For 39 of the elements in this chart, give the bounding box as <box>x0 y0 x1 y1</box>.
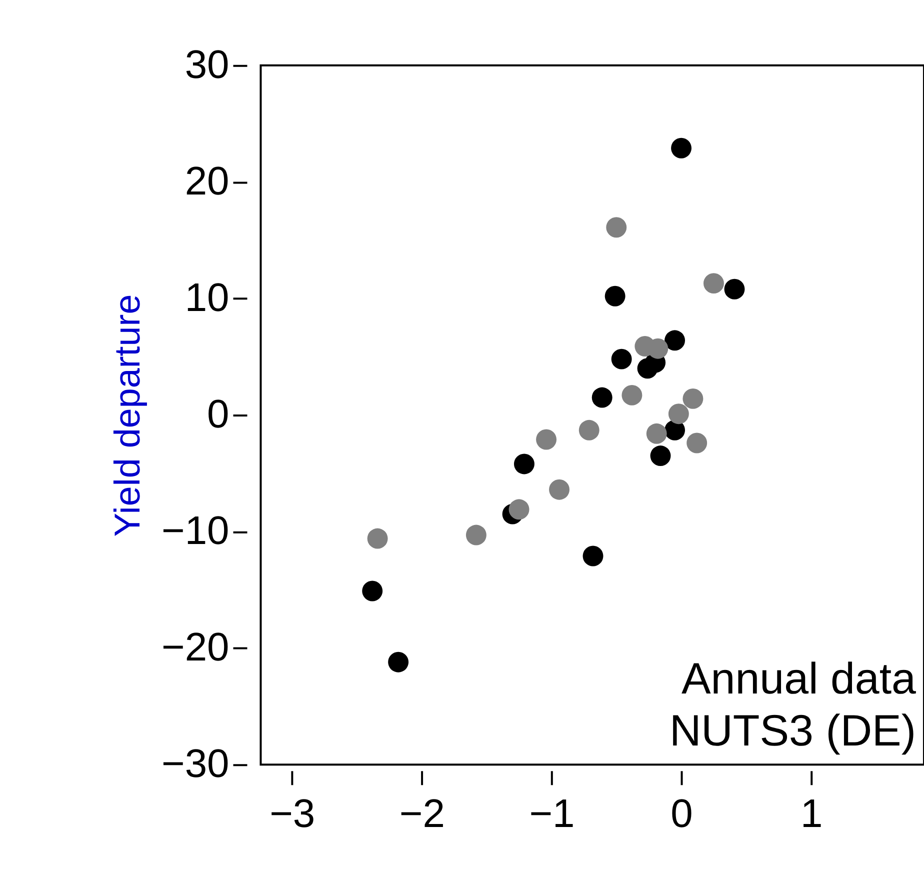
x-tick-label: 0 <box>670 792 693 836</box>
point <box>367 528 388 549</box>
point <box>686 432 708 454</box>
x-tick-label: −1 <box>529 792 575 836</box>
point <box>682 388 704 409</box>
y-tick-label: 0 <box>207 392 230 436</box>
y-tick-label: 20 <box>184 159 230 204</box>
point <box>362 580 383 602</box>
point <box>724 278 745 300</box>
y-tick-label: −10 <box>162 509 230 554</box>
point <box>582 546 604 566</box>
x-tick-label: −3 <box>270 792 316 836</box>
point <box>466 524 486 546</box>
point <box>508 499 530 520</box>
y-tick-label: 10 <box>184 276 230 320</box>
point <box>622 384 642 406</box>
point <box>549 479 570 500</box>
x-tick-label: 1 <box>800 792 823 836</box>
point <box>703 273 724 294</box>
point <box>514 454 534 474</box>
annotation: Annual data <box>681 654 917 704</box>
y-tick-label: 30 <box>184 42 230 87</box>
y-tick-label: −30 <box>162 742 230 786</box>
point <box>671 138 692 158</box>
point <box>664 330 686 351</box>
y-tick-label: −20 <box>162 626 230 670</box>
point <box>536 429 557 450</box>
point <box>646 423 667 444</box>
point <box>668 404 689 424</box>
point <box>604 286 626 306</box>
point <box>388 652 409 672</box>
x-tick-label: −2 <box>399 792 445 836</box>
annotation: NUTS3 (DE) <box>669 706 916 756</box>
point <box>578 420 600 440</box>
point <box>592 387 612 408</box>
point <box>650 446 671 466</box>
point <box>606 217 627 238</box>
point <box>611 348 632 370</box>
y-axis-title: Yield departure <box>106 294 148 537</box>
